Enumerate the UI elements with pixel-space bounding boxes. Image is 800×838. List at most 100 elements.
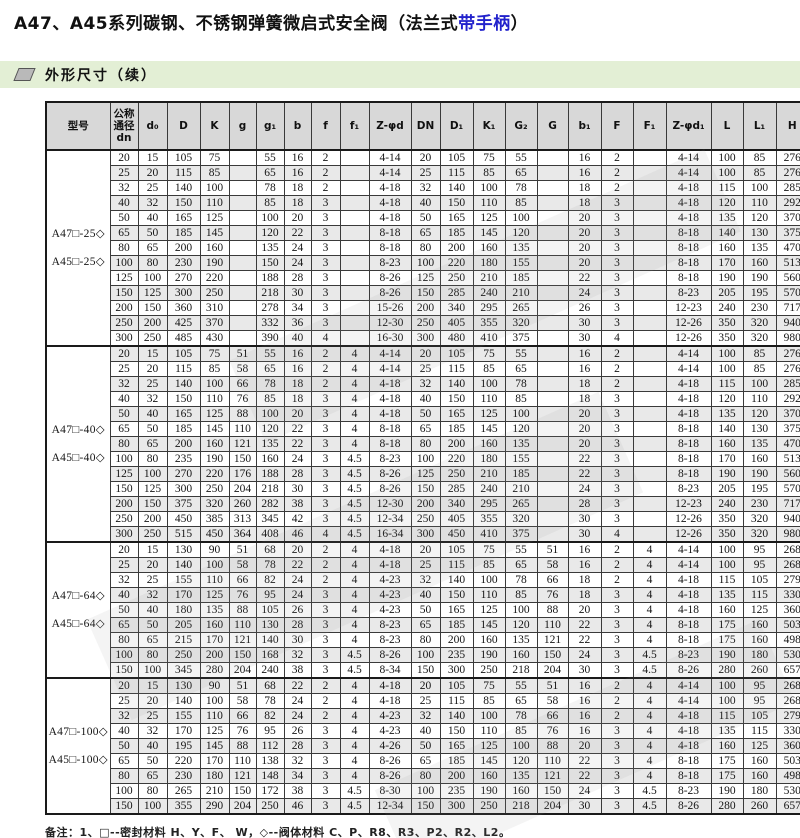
footnote: 备注：1、□--密封材料 H、Y、F、 W，◇--阀体材料 C、P、R8、R3、…: [45, 826, 511, 838]
dim-cell: [536, 180, 569, 196]
dim-cell: 4: [339, 541, 370, 558]
dim-cell: 200: [109, 496, 139, 512]
dim-cell: 3: [310, 723, 341, 739]
dim-cell: 200: [410, 496, 441, 512]
dim-cell: 125: [199, 406, 230, 422]
dim-cell: 170: [710, 255, 744, 271]
dim-cell: 80: [410, 436, 441, 452]
dim-cell: [632, 421, 667, 437]
dim-cell: 3: [600, 451, 634, 467]
dim-cell: 180: [472, 451, 506, 467]
dim-cell: 25: [410, 693, 441, 709]
dim-cell: 240: [472, 285, 506, 301]
dim-cell: 3: [310, 406, 341, 422]
dim-cell: 205: [710, 481, 744, 497]
dim-cell: 28: [283, 617, 312, 633]
dim-cell: 155: [504, 451, 538, 467]
dim-cell: 4-14: [368, 345, 412, 362]
dim-cell: 121: [536, 768, 569, 784]
dim-cell: [536, 466, 569, 482]
dim-cell: 560: [775, 270, 800, 286]
dim-cell: 90: [199, 541, 230, 558]
dim-cell: 18: [283, 391, 312, 407]
dim-cell: 170: [166, 723, 201, 739]
dim-cell: 3: [310, 798, 341, 815]
dim-cell: 185: [504, 466, 538, 482]
dim-cell: 3: [310, 496, 341, 512]
dim-cell: 170: [199, 753, 230, 769]
table-row: 150 100 345 280 204 240 38 3 4.5 8-34 150 300 250 218…: [46, 662, 800, 679]
dim-cell: [632, 526, 667, 543]
table-row: 150 125 300 250 204 218 30 3 4.5 8-26 150 285 240 210…: [46, 481, 800, 497]
model-label: A45□-100◇: [48, 753, 108, 766]
dim-cell: 50: [109, 738, 139, 754]
dim-cell: 8-18: [665, 225, 712, 241]
dim-cell: 4: [600, 526, 634, 543]
dim-cell: 4-18: [368, 406, 412, 422]
table-row: 125 100 270 220 176 188 28 3 4.5 8-26 125 250 210 185…: [46, 466, 800, 482]
dim-cell: 210: [504, 285, 538, 301]
dim-cell: 8-23: [368, 451, 412, 467]
table-row: 40 32 170 125 76 95 24 3 4 4-23 40 150 110 85 76 18 3 4 4-…: [46, 587, 800, 603]
dim-cell: 24: [567, 285, 602, 301]
dim-cell: 12-23: [665, 300, 712, 316]
table-row: 100 80 250 200 150 168 32 3 4.5 8-26 100 235 190 160 1…: [46, 647, 800, 663]
dim-cell: 20: [109, 149, 139, 166]
dim-cell: 65: [137, 436, 168, 452]
dim-cell: [536, 511, 569, 527]
dim-cell: 2: [310, 165, 341, 181]
dim-cell: 120: [255, 225, 285, 241]
dim-cell: 3: [310, 285, 341, 301]
dim-cell: [228, 270, 257, 286]
dim-cell: 18: [567, 376, 602, 392]
dim-cell: 85: [742, 165, 777, 181]
dim-cell: 205: [166, 617, 201, 633]
column-header-9: f₁: [339, 101, 370, 151]
table-row: 250 200 450 385 313 345 42 3 4.5 12-34 250 405 355 32…: [46, 511, 800, 527]
dim-cell: 30: [567, 662, 602, 679]
dim-cell: 50: [137, 225, 168, 241]
dim-cell: 210: [504, 481, 538, 497]
dim-cell: 200: [137, 511, 168, 527]
dim-cell: 16: [567, 557, 602, 573]
dim-cell: 355: [166, 798, 201, 815]
dim-cell: 18: [567, 180, 602, 196]
dim-cell: 4-14: [665, 541, 712, 558]
dim-cell: 4: [339, 406, 370, 422]
dim-cell: 16: [567, 165, 602, 181]
dim-cell: 150: [410, 662, 441, 679]
dim-cell: 100: [410, 255, 441, 271]
model-cell: A47□-40◇ A45□-40◇: [45, 345, 111, 543]
dim-cell: 4-14: [368, 149, 412, 166]
dim-cell: 120: [255, 421, 285, 437]
dim-cell: 65: [504, 361, 538, 377]
dim-cell: 4: [632, 708, 667, 724]
dim-cell: 4-23: [368, 723, 412, 739]
dim-cell: 150: [536, 783, 569, 799]
dim-cell: 110: [199, 708, 230, 724]
dim-cell: 345: [255, 511, 285, 527]
column-header-5: g: [228, 101, 257, 151]
dim-cell: 88: [228, 738, 257, 754]
table-row: 25 20 115 85 58 65 16 2 4 4-14 25 115 85 65 16 2 4-14 100…: [46, 361, 800, 377]
dim-cell: 200: [166, 436, 201, 452]
dim-cell: 115: [439, 557, 474, 573]
dim-cell: 30: [283, 632, 312, 648]
dim-cell: 4: [339, 572, 370, 588]
dim-cell: 8-18: [665, 753, 712, 769]
dim-cell: 4: [339, 708, 370, 724]
dim-cell: 150: [439, 723, 474, 739]
dim-cell: 22: [567, 466, 602, 482]
dim-cell: 150: [439, 391, 474, 407]
page-title: A47、A45系列碳钢、不锈钢弹簧微启式安全阀（法兰式带手柄）: [0, 0, 800, 34]
model-label: A45□-25◇: [51, 255, 105, 268]
dim-cell: 8-18: [665, 436, 712, 452]
dim-cell: 340: [439, 496, 474, 512]
dim-cell: 75: [472, 541, 506, 558]
dim-cell: 450: [199, 526, 230, 543]
model-label: A45□-64◇: [51, 617, 105, 630]
dim-cell: 285: [775, 180, 800, 196]
column-header-10: Z-φd: [368, 101, 412, 151]
dim-cell: 3: [600, 300, 634, 316]
dim-cell: 172: [255, 783, 285, 799]
